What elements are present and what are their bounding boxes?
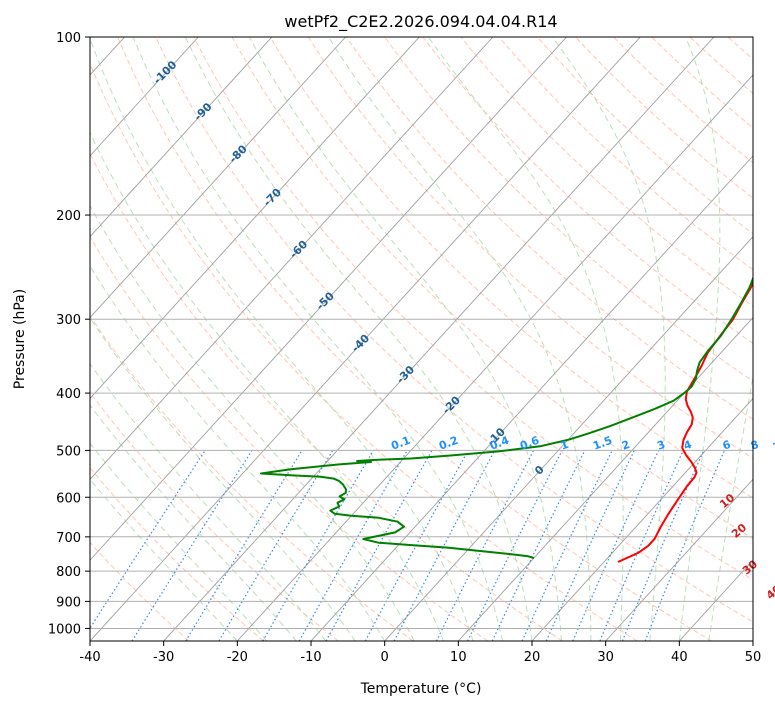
y-tick-label: 700	[56, 531, 81, 546]
x-tick-label: 30	[597, 650, 614, 665]
x-axis-label: Temperature (°C)	[360, 681, 482, 697]
x-tick-label: 40	[671, 650, 688, 665]
y-tick-label: 300	[56, 313, 81, 328]
x-tick-label: 50	[745, 650, 762, 665]
y-tick-label: 100	[56, 31, 81, 46]
y-tick-label: 200	[56, 209, 81, 224]
x-tick-label: -30	[153, 650, 174, 665]
x-tick-label: 0	[381, 650, 389, 665]
y-tick-label: 800	[56, 565, 81, 580]
x-tick-label: -20	[227, 650, 248, 665]
x-tick-label: 10	[450, 650, 467, 665]
y-tick-label: 600	[56, 491, 81, 506]
chart-title: wetPf2_C2E2.2026.094.04.04.R14	[284, 12, 557, 32]
y-tick-label: 500	[56, 444, 81, 459]
y-tick-label: 900	[56, 595, 81, 610]
x-tick-label: 20	[524, 650, 541, 665]
y-tick-label: 400	[56, 387, 81, 402]
y-axis-label: Pressure (hPa)	[12, 289, 28, 389]
x-tick-label: -40	[79, 650, 100, 665]
y-tick-label: 1000	[48, 622, 81, 637]
x-tick-label: -10	[300, 650, 321, 665]
